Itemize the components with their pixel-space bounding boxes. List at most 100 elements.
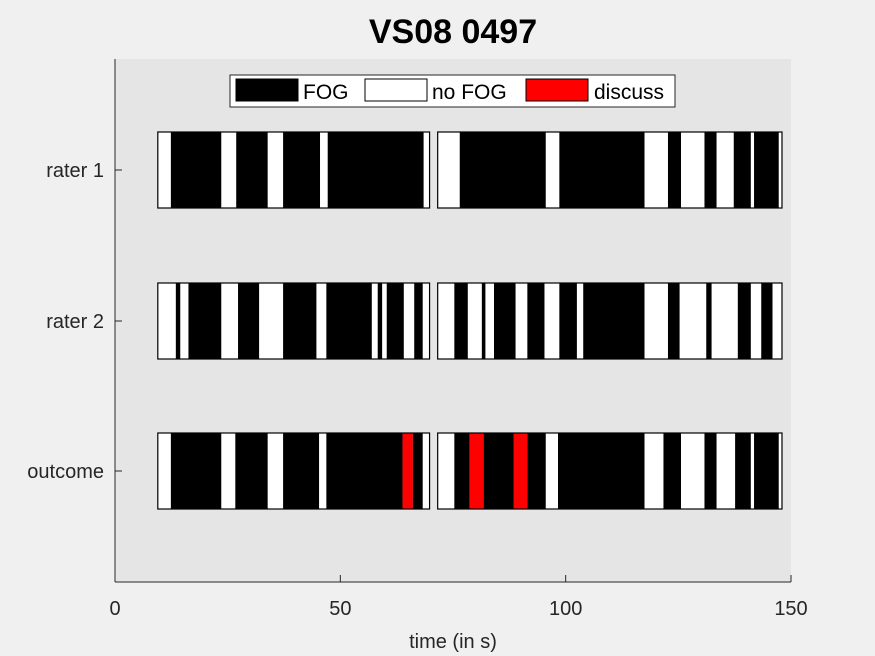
segment-no-fog bbox=[644, 433, 664, 509]
segment-fog bbox=[761, 283, 773, 359]
segment-fog bbox=[327, 132, 424, 208]
segment-no-fog bbox=[644, 132, 668, 208]
segment-fog bbox=[454, 283, 468, 359]
segments-layer bbox=[157, 131, 783, 510]
segment-no-fog bbox=[157, 433, 171, 509]
segment-no-fog bbox=[382, 283, 387, 359]
segment-discuss bbox=[402, 433, 413, 509]
segment-no-fog bbox=[180, 283, 189, 359]
segment-fog bbox=[377, 283, 383, 359]
legend-item-no-fog[interactable]: no FOG bbox=[364, 78, 507, 104]
legend[interactable]: FOG no FOG discuss bbox=[229, 74, 676, 108]
segment-fog bbox=[283, 283, 317, 359]
segment-fog bbox=[170, 433, 222, 509]
row-outcome bbox=[157, 432, 783, 510]
segment-fog bbox=[754, 433, 779, 509]
segment-no-fog bbox=[515, 283, 528, 359]
segment-no-fog bbox=[576, 283, 584, 359]
segment-no-fog bbox=[545, 132, 560, 208]
legend-swatch bbox=[525, 78, 589, 102]
segment-no-fog bbox=[437, 283, 455, 359]
segment-no-fog bbox=[750, 132, 755, 208]
segment-no-fog bbox=[221, 433, 236, 509]
legend-label: discuss bbox=[594, 81, 664, 104]
segment-fog bbox=[559, 283, 577, 359]
segment-fog bbox=[386, 283, 404, 359]
segment-no-fog bbox=[681, 132, 705, 208]
segment-no-fog bbox=[316, 283, 327, 359]
segment-fog bbox=[326, 283, 372, 359]
y-tick-label: rater 1 bbox=[46, 160, 104, 182]
segment-no-fog bbox=[437, 132, 460, 208]
legend-item-fog[interactable]: FOG bbox=[235, 78, 349, 104]
segment-fog bbox=[667, 283, 680, 359]
segment-no-fog bbox=[157, 132, 171, 208]
segment-fog bbox=[459, 132, 546, 208]
segment-no-fog bbox=[711, 283, 738, 359]
segment-fog bbox=[412, 433, 423, 509]
segment-fog bbox=[175, 283, 181, 359]
segment-no-fog bbox=[750, 433, 755, 509]
segment-no-fog bbox=[221, 283, 239, 359]
segment-no-fog bbox=[544, 283, 560, 359]
segment-no-fog bbox=[716, 132, 734, 208]
segment-no-fog bbox=[716, 433, 736, 509]
segment-fog bbox=[527, 433, 546, 509]
segment-fog bbox=[170, 132, 222, 208]
segment-fog bbox=[527, 283, 545, 359]
segment-no-fog bbox=[157, 283, 176, 359]
row-rater-2 bbox=[157, 282, 783, 360]
segment-no-fog bbox=[259, 283, 284, 359]
segment-window-outline bbox=[437, 432, 783, 510]
segment-fog bbox=[559, 132, 645, 208]
segment-discuss bbox=[513, 433, 528, 509]
y-tick-label: outcome bbox=[27, 461, 104, 483]
segment-no-fog bbox=[422, 283, 430, 359]
segment-no-fog bbox=[644, 283, 668, 359]
segment-no-fog bbox=[437, 433, 455, 509]
segment-fog bbox=[483, 433, 514, 509]
x-tick-label: 150 bbox=[774, 598, 807, 620]
legend-box bbox=[229, 74, 676, 108]
segment-fog bbox=[754, 132, 779, 208]
segment-fog bbox=[735, 433, 751, 509]
segment-no-fog bbox=[422, 433, 430, 509]
segment-fog bbox=[704, 132, 717, 208]
x-tick-label: 50 bbox=[329, 598, 351, 620]
segment-fog bbox=[494, 283, 516, 359]
x-tick-label: 100 bbox=[549, 598, 582, 620]
segment-no-fog bbox=[750, 283, 762, 359]
legend-swatch bbox=[364, 78, 428, 102]
legend-item-discuss[interactable]: discuss bbox=[525, 78, 664, 104]
segment-fog bbox=[663, 433, 682, 509]
segment-fog bbox=[667, 132, 682, 208]
x-axis-label: time (in s) bbox=[409, 631, 497, 653]
segment-fog bbox=[283, 433, 320, 509]
legend-label: no FOG bbox=[432, 81, 507, 104]
segment-no-fog bbox=[319, 433, 327, 509]
segment-no-fog bbox=[371, 283, 378, 359]
segment-fog bbox=[188, 283, 222, 359]
segment-no-fog bbox=[778, 433, 782, 509]
segment-fog bbox=[235, 433, 268, 509]
axes-layer: 0 50 100 150 rater 1 rater 2 outcome bbox=[27, 59, 808, 620]
segment-window-outline bbox=[157, 432, 431, 510]
segment-fog bbox=[238, 283, 260, 359]
segment-fog bbox=[283, 132, 321, 208]
x-tick-label: 0 bbox=[109, 598, 120, 620]
segment-no-fog bbox=[423, 132, 430, 208]
segment-no-fog bbox=[485, 283, 495, 359]
segment-no-fog bbox=[681, 433, 705, 509]
segment-no-fog bbox=[267, 433, 284, 509]
segment-discuss bbox=[469, 433, 484, 509]
segment-no-fog bbox=[221, 132, 237, 208]
segment-window-outline bbox=[157, 131, 431, 209]
y-tick-label: rater 2 bbox=[46, 311, 104, 333]
segment-fog bbox=[737, 283, 751, 359]
segment-no-fog bbox=[545, 433, 559, 509]
segment-no-fog bbox=[267, 132, 284, 208]
segment-fog bbox=[236, 132, 268, 208]
segment-fog bbox=[481, 283, 486, 359]
